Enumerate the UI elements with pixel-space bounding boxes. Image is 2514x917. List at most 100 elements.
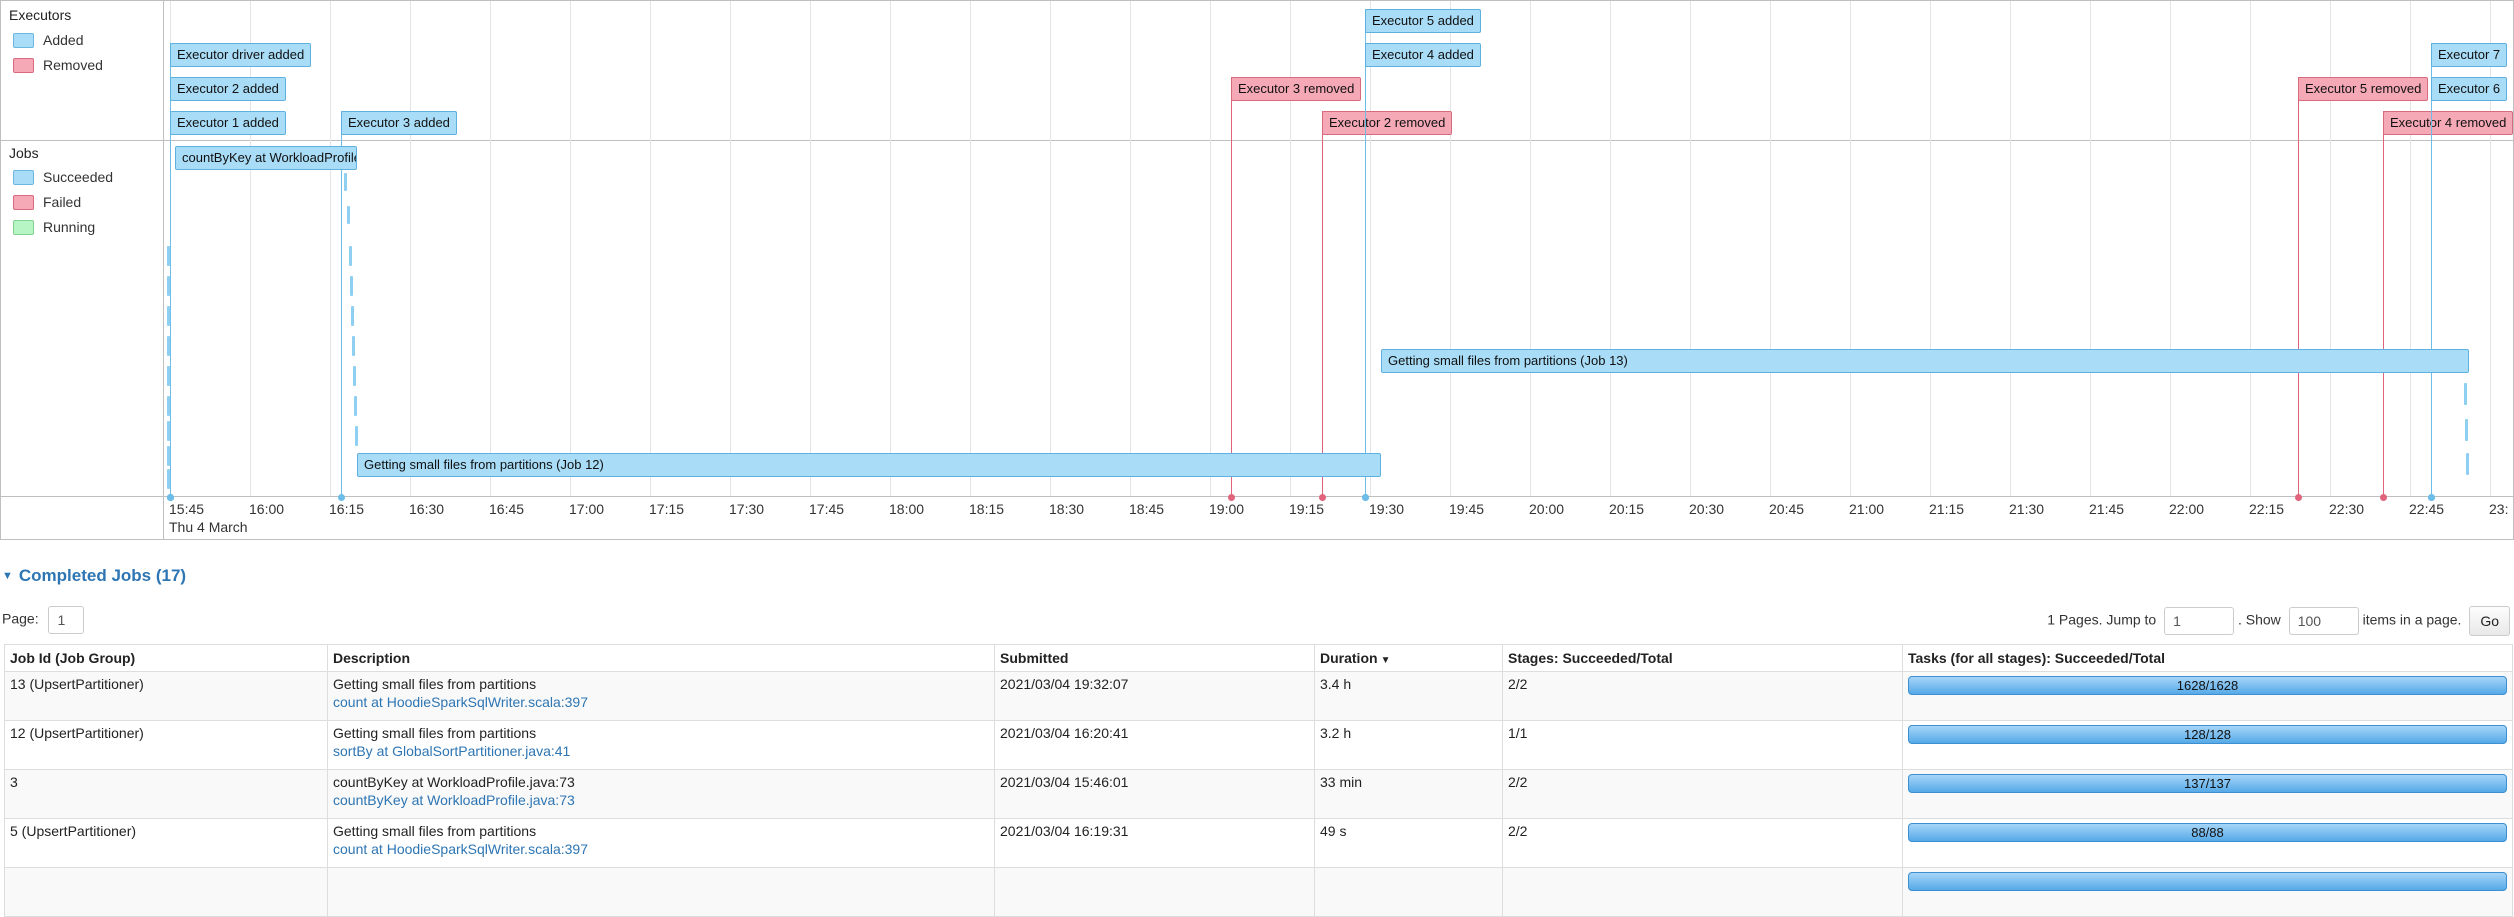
timeline-tick-label: 16:45 (489, 501, 525, 517)
executor-event-line (1365, 43, 1366, 497)
job-detail-link[interactable]: count at HoodieSparkSqlWriter.scala:397 (333, 841, 588, 857)
page-input[interactable] (48, 606, 85, 634)
timeline-gridline (2170, 1, 2171, 496)
executor-event-box[interactable]: Executor 2 added (170, 77, 286, 101)
jump-to-input[interactable] (2164, 607, 2235, 635)
short-job-mark[interactable] (355, 426, 358, 446)
short-job-mark[interactable] (167, 366, 170, 386)
executor-event-box[interactable]: Executor 3 added (341, 111, 457, 135)
job-bar[interactable]: Getting small files from partitions (Job… (357, 453, 1381, 477)
short-job-mark[interactable] (167, 336, 170, 356)
timeline-gridline (650, 1, 651, 496)
executor-event-dot[interactable] (2295, 494, 2302, 501)
timeline-tick-label: 18:00 (889, 501, 925, 517)
table-row[interactable]: 3 countByKey at WorkloadProfile.java:73 co… (4, 769, 2513, 819)
short-job-mark[interactable] (354, 396, 357, 416)
timeline-tick-label: 18:15 (969, 501, 1005, 517)
short-job-mark[interactable] (2466, 453, 2469, 475)
short-job-mark[interactable] (350, 276, 353, 296)
short-job-mark[interactable] (351, 306, 354, 326)
timeline-gridline (1770, 1, 1771, 496)
timeline-gridline (1850, 1, 1851, 496)
go-button[interactable]: Go (2469, 606, 2510, 636)
description-cell: Getting small files from partitions count… (327, 818, 995, 868)
page-label: Page: (2, 610, 39, 627)
executor-event-box[interactable]: Executor 2 removed (1322, 111, 1453, 135)
short-job-mark[interactable] (2464, 383, 2467, 405)
event-timeline[interactable]: Executors Added Removed Jobs Succeeded F… (0, 0, 2514, 540)
short-job-mark[interactable] (2465, 419, 2468, 441)
executor-event-dot[interactable] (338, 494, 345, 501)
executor-event-line (2298, 77, 2299, 497)
executor-event-dot[interactable] (1228, 494, 1235, 501)
executor-event-box[interactable]: Executor 6 (2431, 77, 2508, 101)
col-submitted[interactable]: Submitted (994, 644, 1315, 672)
short-job-mark[interactable] (347, 206, 350, 224)
short-job-mark[interactable] (167, 446, 170, 466)
executor-event-dot[interactable] (1319, 494, 1326, 501)
col-stages[interactable]: Stages: Succeeded/Total (1502, 644, 1903, 672)
executors-legend-title: Executors (9, 7, 72, 23)
tasks-progress-label: 1628/1628 (2176, 678, 2239, 693)
executor-event-dot[interactable] (2428, 494, 2435, 501)
col-tasks[interactable]: Tasks (for all stages): Succeeded/Total (1902, 644, 2513, 672)
added-swatch-icon (13, 33, 34, 48)
collapse-triangle-icon[interactable]: ▼ (2, 570, 13, 582)
executor-event-box[interactable]: Executor driver added (170, 43, 312, 67)
submitted-cell: 2021/03/04 19:32:07 (994, 671, 1315, 721)
table-row[interactable]: 13 (UpsertPartitioner) Getting small file… (4, 671, 2513, 721)
timeline-tick-label: 21:15 (1929, 501, 1965, 517)
executor-event-box[interactable]: Executor 7 (2431, 43, 2508, 67)
timeline-tick-label: 22:45 (2409, 501, 2445, 517)
timeline-gridline (2250, 1, 2251, 496)
executor-event-line (1231, 77, 1232, 497)
submitted-cell: 2021/03/04 16:20:41 (994, 720, 1315, 770)
completed-jobs-title[interactable]: Completed Jobs (17) (18, 566, 187, 585)
duration-cell: 3.2 h (1314, 720, 1503, 770)
short-job-mark[interactable] (349, 246, 352, 266)
tasks-progress-bar: 88/88 (1908, 823, 2507, 842)
executor-event-dot[interactable] (1362, 494, 1369, 501)
short-job-mark[interactable] (344, 173, 347, 191)
timeline-plot[interactable]: 15:45 16:00 16:15 16:30 16:45 17:00 17:15 17:30… (164, 1, 2513, 539)
short-job-mark[interactable] (353, 366, 356, 386)
timeline-tick-label: 19:30 (1369, 501, 1405, 517)
duration-cell: 3.4 h (1314, 671, 1503, 721)
sort-desc-icon[interactable]: ▼ (1380, 655, 1391, 666)
short-job-mark[interactable] (167, 246, 170, 266)
jobs-legend-title: Jobs (9, 145, 39, 161)
tasks-progress-bar: 1628/1628 (1908, 676, 2507, 695)
short-job-mark[interactable] (352, 336, 355, 356)
executor-event-line (2431, 77, 2432, 497)
executor-event-box[interactable]: Executor 4 added (1365, 43, 1481, 67)
col-duration-label[interactable]: Duration (1320, 650, 1378, 666)
table-row[interactable]: 5 (UpsertPartitioner) Getting small files… (4, 818, 2513, 868)
table-row[interactable]: 12 (UpsertPartitioner) Getting small file… (4, 720, 2513, 770)
completed-jobs-header[interactable]: ▼ Completed Jobs (17) (2, 566, 186, 586)
short-job-mark[interactable] (167, 396, 170, 416)
short-job-mark[interactable] (167, 421, 170, 441)
short-job-mark[interactable] (167, 469, 170, 489)
executor-event-line (170, 111, 171, 497)
short-job-mark[interactable] (167, 306, 170, 326)
timeline-gridline (890, 1, 891, 496)
executor-event-dot[interactable] (167, 494, 174, 501)
job-bar[interactable]: countByKey at WorkloadProfile.j (175, 146, 357, 170)
page-size-input[interactable] (2288, 607, 2359, 635)
col-description[interactable]: Description (327, 644, 995, 672)
executor-event-box[interactable]: Executor 5 added (1365, 9, 1481, 33)
executor-event-box[interactable]: Executor 4 removed (2383, 111, 2513, 135)
col-duration[interactable]: Duration ▼ (1314, 644, 1503, 672)
job-bar[interactable]: Getting small files from partitions (Job… (1381, 349, 2469, 373)
short-job-mark[interactable] (167, 276, 170, 296)
col-job-id[interactable]: Job Id (Job Group) (4, 644, 328, 672)
job-detail-link[interactable]: countByKey at WorkloadProfile.java:73 (333, 792, 575, 808)
timeline-tick-label: 20:15 (1609, 501, 1645, 517)
tasks-cell: 1628/1628 (1902, 671, 2513, 721)
executor-event-dot[interactable] (2380, 494, 2387, 501)
job-detail-link[interactable]: sortBy at GlobalSortPartitioner.java:41 (333, 743, 571, 759)
executor-event-box[interactable]: Executor 5 removed (2298, 77, 2429, 101)
executor-event-box[interactable]: Executor 1 added (170, 111, 286, 135)
executor-event-box[interactable]: Executor 3 removed (1231, 77, 1362, 101)
job-detail-link[interactable]: count at HoodieSparkSqlWriter.scala:397 (333, 694, 588, 710)
